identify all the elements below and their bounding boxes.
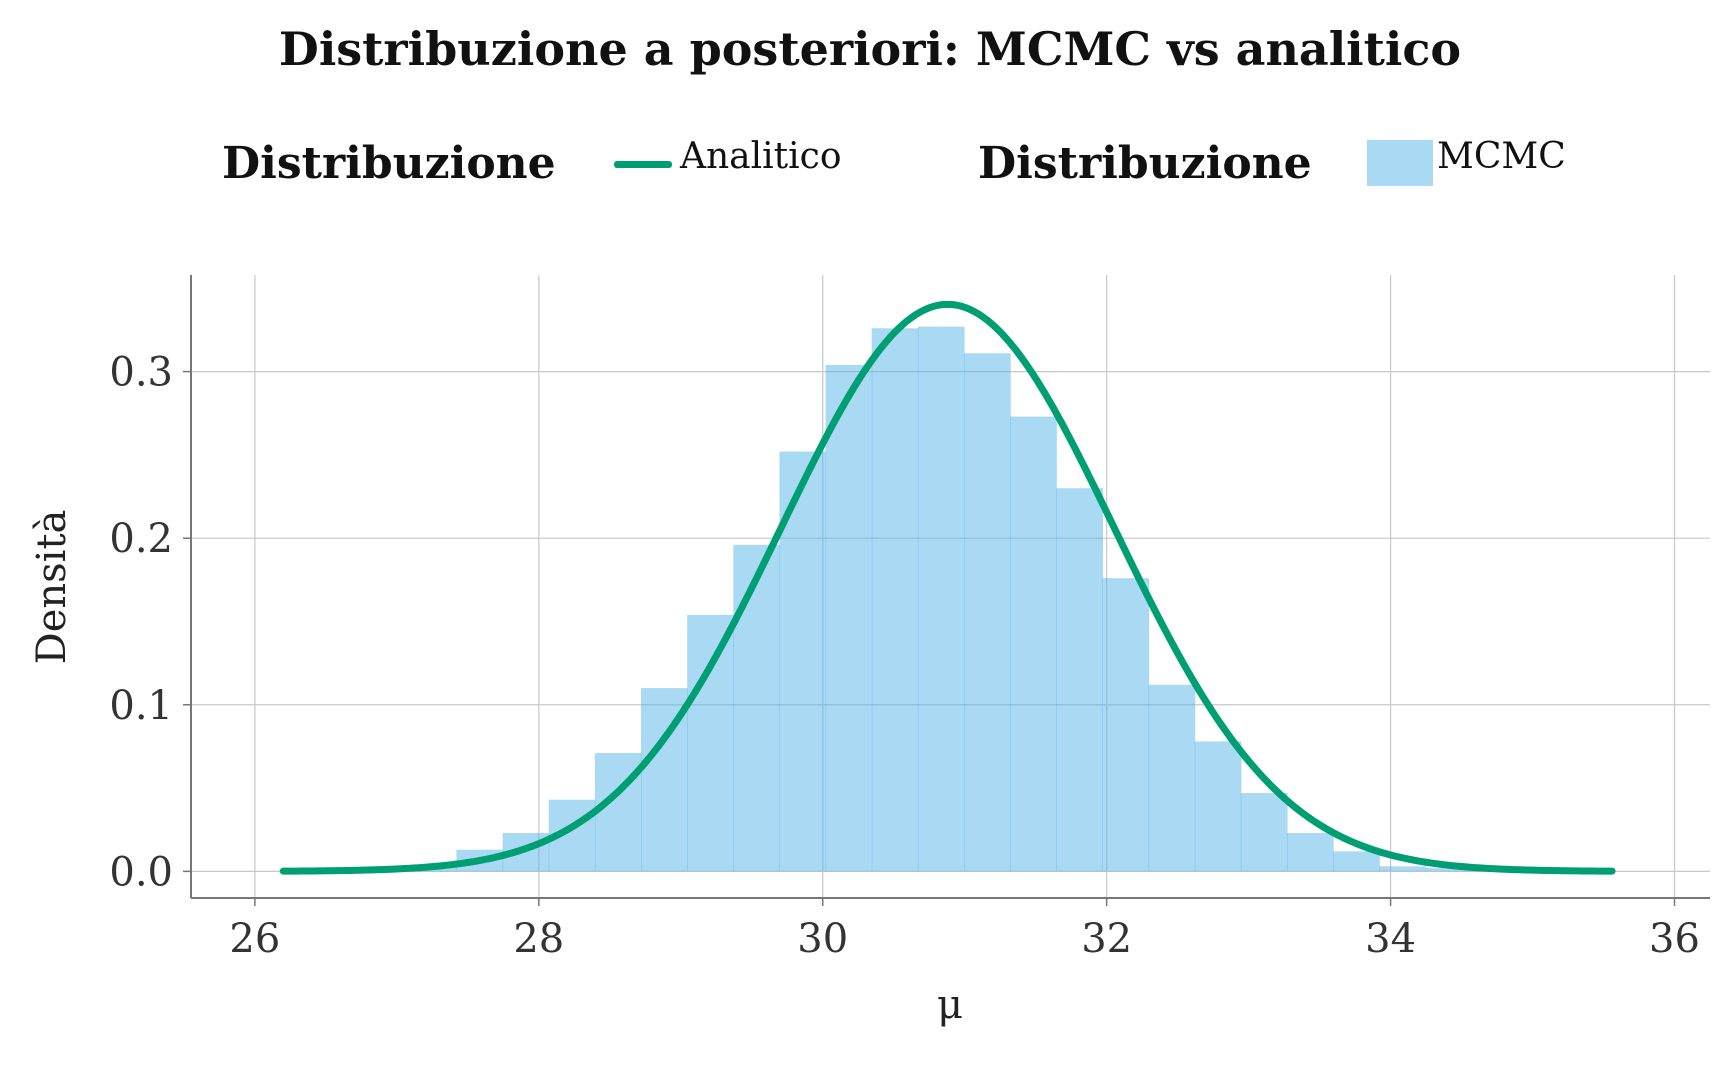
legend-key-mcmc (1367, 140, 1433, 186)
legend-key-analitico (614, 161, 672, 168)
y-tick-label: 0.0 (109, 849, 173, 895)
histogram-bar (917, 326, 965, 872)
legend: Distribuzione Analitico Distribuzione MC… (0, 128, 1728, 208)
legend-label-analitico: Analitico (680, 136, 842, 177)
histogram-bar (963, 353, 1011, 872)
x-tick-label: 26 (229, 916, 280, 962)
histogram-bar (1333, 851, 1380, 872)
x-tick-label: 30 (797, 916, 848, 962)
x-tick-label: 32 (1081, 916, 1132, 962)
histogram-bar (1240, 793, 1288, 872)
histogram-bar (1379, 866, 1426, 872)
legend-label-mcmc: MCMC (1437, 136, 1566, 177)
y-axis-label: Densità (29, 510, 75, 665)
x-tick-label: 34 (1365, 916, 1416, 962)
legend-title-mcmc: Distribuzione (978, 138, 1312, 189)
analytic-curve-line (279, 300, 1616, 875)
histogram-bar (1102, 578, 1150, 872)
histogram-bar (1425, 868, 1473, 872)
x-tick-labels: 26 28 30 32 34 36 (229, 898, 1700, 962)
axes (190, 275, 1710, 899)
y-tick-label: 0.1 (109, 683, 173, 729)
y-tick-label: 0.2 (109, 516, 173, 562)
x-tick-label: 36 (1649, 916, 1700, 962)
histogram-bar (687, 614, 734, 872)
histogram-bar (1056, 488, 1103, 872)
histogram-bar (825, 364, 873, 872)
histogram-bar (1010, 416, 1057, 872)
histogram-bars (364, 326, 1519, 872)
x-axis-label: μ (937, 982, 963, 1028)
x-tick-label: 28 (513, 916, 564, 962)
histogram-bar (1148, 684, 1196, 872)
histogram-bar (871, 328, 919, 872)
histogram-bar (1194, 741, 1242, 872)
histogram-bar (733, 544, 781, 872)
analytic-curve (279, 300, 1616, 875)
legend-title-analitico: Distribuzione (222, 138, 556, 189)
y-tick-label: 0.3 (109, 350, 173, 396)
y-tick-labels: 0.0 0.1 0.2 0.3 (109, 350, 191, 895)
chart-title: Distribuzione a posteriori: MCMC vs anal… (278, 22, 1462, 76)
histogram-bar (1286, 833, 1334, 872)
